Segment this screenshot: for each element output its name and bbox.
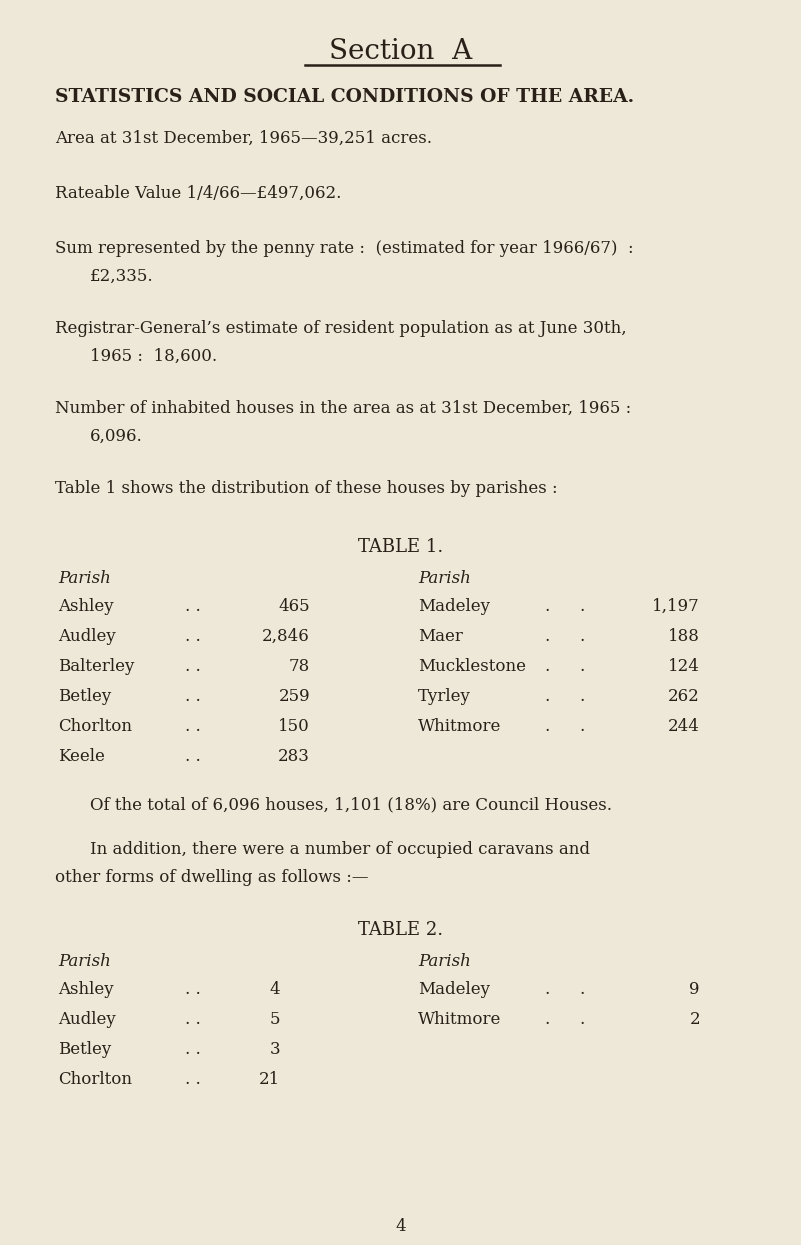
Text: 3: 3 <box>269 1041 280 1058</box>
Text: 244: 244 <box>668 718 700 735</box>
Text: Maer: Maer <box>418 627 463 645</box>
Text: Balterley: Balterley <box>58 659 135 675</box>
Text: 188: 188 <box>668 627 700 645</box>
Text: .: . <box>580 627 590 645</box>
Text: .: . <box>545 627 556 645</box>
Text: Chorlton: Chorlton <box>58 718 132 735</box>
Text: Parish: Parish <box>418 570 471 586</box>
Text: 283: 283 <box>278 748 310 764</box>
Text: Tyrley: Tyrley <box>418 688 471 705</box>
Text: . .: . . <box>185 688 201 705</box>
Text: Rateable Value 1/4/66—£497,062.: Rateable Value 1/4/66—£497,062. <box>55 186 341 202</box>
Text: £2,335.: £2,335. <box>90 268 154 285</box>
Text: Audley: Audley <box>58 1011 116 1028</box>
Text: 259: 259 <box>279 688 310 705</box>
Text: 150: 150 <box>278 718 310 735</box>
Text: TABLE 2.: TABLE 2. <box>358 921 443 939</box>
Text: . .: . . <box>185 598 201 615</box>
Text: 124: 124 <box>668 659 700 675</box>
Text: TABLE 1.: TABLE 1. <box>358 538 443 557</box>
Text: Whitmore: Whitmore <box>418 718 501 735</box>
Text: . .: . . <box>185 718 201 735</box>
Text: . .: . . <box>185 748 201 764</box>
Text: Registrar-General’s estimate of resident population as at June 30th,: Registrar-General’s estimate of resident… <box>55 320 626 337</box>
Text: .: . <box>580 659 590 675</box>
Text: .: . <box>580 1011 590 1028</box>
Text: 4: 4 <box>269 981 280 998</box>
Text: . .: . . <box>185 1041 201 1058</box>
Text: Parish: Parish <box>58 570 111 586</box>
Text: . .: . . <box>185 1011 201 1028</box>
Text: 6,096.: 6,096. <box>90 428 143 444</box>
Text: .: . <box>545 981 556 998</box>
Text: .: . <box>545 1011 556 1028</box>
Text: 21: 21 <box>259 1071 280 1088</box>
Text: Sum represented by the penny rate :  (estimated for year 1966/67)  :: Sum represented by the penny rate : (est… <box>55 240 634 256</box>
Text: 262: 262 <box>668 688 700 705</box>
Text: .: . <box>545 688 556 705</box>
Text: 2,846: 2,846 <box>262 627 310 645</box>
Text: other forms of dwelling as follows :—: other forms of dwelling as follows :— <box>55 869 368 886</box>
Text: Table 1 shows the distribution of these houses by parishes :: Table 1 shows the distribution of these … <box>55 481 557 497</box>
Text: . .: . . <box>185 981 201 998</box>
Text: .: . <box>545 718 556 735</box>
Text: Betley: Betley <box>58 688 111 705</box>
Text: .: . <box>580 688 590 705</box>
Text: Of the total of 6,096 houses, 1,101 (18%) are Council Houses.: Of the total of 6,096 houses, 1,101 (18%… <box>90 796 612 813</box>
Text: Ashley: Ashley <box>58 981 114 998</box>
Text: Parish: Parish <box>418 952 471 970</box>
Text: 9: 9 <box>690 981 700 998</box>
Text: Chorlton: Chorlton <box>58 1071 132 1088</box>
Text: Mucklestone: Mucklestone <box>418 659 526 675</box>
Text: STATISTICS AND SOCIAL CONDITIONS OF THE AREA.: STATISTICS AND SOCIAL CONDITIONS OF THE … <box>55 88 634 106</box>
Text: Keele: Keele <box>58 748 105 764</box>
Text: 4: 4 <box>395 1218 406 1235</box>
Text: Whitmore: Whitmore <box>418 1011 501 1028</box>
Text: 5: 5 <box>269 1011 280 1028</box>
Text: 2: 2 <box>690 1011 700 1028</box>
Text: .: . <box>580 598 590 615</box>
Text: . .: . . <box>185 1071 201 1088</box>
Text: Parish: Parish <box>58 952 111 970</box>
Text: .: . <box>580 718 590 735</box>
Text: .: . <box>545 659 556 675</box>
Text: .: . <box>580 981 590 998</box>
Text: Section  A: Section A <box>329 39 472 65</box>
Text: Betley: Betley <box>58 1041 111 1058</box>
Text: . .: . . <box>185 659 201 675</box>
Text: . .: . . <box>185 627 201 645</box>
Text: Ashley: Ashley <box>58 598 114 615</box>
Text: Area at 31st December, 1965—39,251 acres.: Area at 31st December, 1965—39,251 acres… <box>55 129 432 147</box>
Text: .: . <box>545 598 556 615</box>
Text: 78: 78 <box>288 659 310 675</box>
Text: 1,197: 1,197 <box>652 598 700 615</box>
Text: Madeley: Madeley <box>418 981 490 998</box>
Text: Madeley: Madeley <box>418 598 490 615</box>
Text: Number of inhabited houses in the area as at 31st December, 1965 :: Number of inhabited houses in the area a… <box>55 400 631 417</box>
Text: In addition, there were a number of occupied caravans and: In addition, there were a number of occu… <box>90 842 590 858</box>
Text: 465: 465 <box>279 598 310 615</box>
Text: 1965 :  18,600.: 1965 : 18,600. <box>90 349 217 365</box>
Text: Audley: Audley <box>58 627 116 645</box>
